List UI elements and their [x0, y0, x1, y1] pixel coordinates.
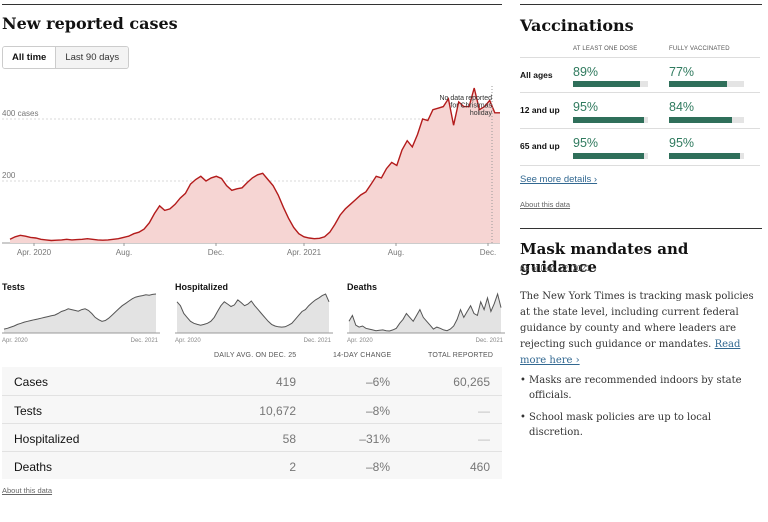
- x-tick-label: Dec.: [480, 248, 496, 257]
- mini-line: [348, 292, 502, 332]
- row-name: Tests: [14, 404, 43, 418]
- cases-line: [9, 87, 500, 242]
- see-more-details-link[interactable]: See more details ›: [520, 174, 598, 185]
- hospitalized-mini-chart: Apr. 2020 Dec. 2021: [175, 293, 333, 344]
- vacc-full-bar: [669, 153, 744, 159]
- vacc-one-dose-bar: [573, 153, 648, 159]
- top-rule-right: [520, 4, 762, 5]
- vacc-one-dose-value: 89%: [573, 65, 599, 79]
- header-total-reported: TOTAL REPORTED: [428, 352, 494, 359]
- header-fully-vaccinated: FULLY VACCINATED: [669, 46, 730, 52]
- row-total: 60,265: [453, 375, 490, 389]
- mask-date: As of Dec. 22, 2021: [520, 264, 591, 273]
- deaths-mini-title: Deaths: [347, 282, 378, 292]
- row-daily-avg: 2: [289, 460, 296, 474]
- tests-mini-title: Tests: [2, 282, 25, 292]
- mini-x-label-end: Dec. 2021: [476, 338, 504, 344]
- x-tick-label: Dec.: [208, 248, 224, 257]
- table-row: Tests 10,672 –8% —: [2, 395, 502, 423]
- mini-x-label-start: Apr. 2020: [2, 338, 28, 344]
- vacc-full-value: 77%: [669, 65, 695, 79]
- vacc-full-value: 95%: [669, 136, 695, 150]
- mini-x-label-end: Dec. 2021: [131, 338, 159, 344]
- row-total: —: [478, 432, 490, 446]
- read-more-link[interactable]: Read more here ›: [520, 339, 741, 366]
- mask-title: Mask mandates and guidance: [520, 240, 689, 276]
- top-rule-left: [2, 4, 502, 5]
- mini-area: [177, 294, 329, 333]
- hospitalized-mini-title: Hospitalized: [175, 282, 229, 292]
- divider: [520, 57, 760, 58]
- header-one-dose: AT LEAST ONE DOSE: [573, 46, 638, 52]
- row-name: Hospitalized: [14, 432, 80, 446]
- about-data-link-vaccinations[interactable]: About this data: [520, 200, 571, 209]
- vacc-one-dose-bar: [573, 117, 648, 123]
- row-total: —: [478, 404, 490, 418]
- vacc-full-bar: [669, 81, 744, 87]
- mini-area: [349, 294, 501, 333]
- divider: [520, 92, 760, 93]
- row-daily-avg: 10,672: [259, 404, 296, 418]
- mask-body: The New York Times is tracking mask poli…: [520, 289, 760, 369]
- cases-area: [10, 88, 500, 243]
- y-tick-label: 200: [2, 171, 16, 180]
- annotation-text: holiday: [470, 110, 493, 117]
- x-tick-label: Aug.: [388, 248, 404, 257]
- table-row: Cases 419 –6% 60,265: [2, 367, 502, 395]
- vacc-one-dose-bar: [573, 81, 648, 87]
- vaccinations-title: Vaccinations: [520, 16, 634, 35]
- stats-table: Cases 419 –6% 60,265 Tests 10,672 –8% — …: [2, 367, 502, 479]
- row-daily-avg: 419: [275, 375, 296, 389]
- list-item: School mask policies are up to local dis…: [520, 410, 764, 440]
- row-total: 460: [469, 460, 490, 474]
- y-tick-label: 400 cases: [2, 109, 38, 118]
- deaths-mini-chart: Apr. 2020 Dec. 2021: [347, 292, 505, 344]
- vacc-row-label: All ages: [520, 70, 553, 80]
- mini-x-label-end: Dec. 2021: [304, 338, 332, 344]
- vacc-one-dose-value: 95%: [573, 136, 599, 150]
- x-tick-label: Apr. 2020: [17, 248, 52, 257]
- header-14-day-change: 14-DAY CHANGE: [333, 352, 392, 359]
- tests-mini-chart: Apr. 2020 Dec. 2021: [2, 293, 160, 344]
- row-change: –8%: [365, 460, 390, 474]
- mini-line: [3, 293, 157, 330]
- time-range-toggle: All time Last 90 days: [2, 46, 130, 69]
- tab-all-time[interactable]: All time: [3, 47, 57, 68]
- vacc-row-label: 12 and up: [520, 105, 560, 115]
- mini-x-label-start: Apr. 2020: [347, 338, 373, 344]
- header-daily-avg: DAILY AVG. ON DEC. 25: [214, 352, 297, 359]
- mini-x-label-start: Apr. 2020: [175, 338, 201, 344]
- row-change: –31%: [359, 432, 390, 446]
- row-change: –6%: [365, 375, 390, 389]
- mini-area: [4, 294, 156, 333]
- table-row: Hospitalized 58 –31% —: [2, 423, 502, 451]
- row-name: Deaths: [14, 460, 53, 474]
- cases-title: New reported cases: [2, 14, 178, 33]
- row-daily-avg: 58: [282, 432, 296, 446]
- mask-top-rule: [520, 228, 762, 229]
- row-change: –8%: [365, 404, 390, 418]
- list-item: Masks are recommended indoors by state o…: [520, 373, 764, 403]
- vacc-full-bar: [669, 117, 744, 123]
- table-row: Deaths 2 –8% 460: [2, 451, 502, 479]
- vacc-one-dose-value: 95%: [573, 100, 599, 114]
- mask-body-text: The New York Times is tracking mask poli…: [520, 291, 754, 350]
- vacc-full-value: 84%: [669, 100, 695, 114]
- x-tick-label: Apr. 2021: [287, 248, 322, 257]
- tab-last-90-days[interactable]: Last 90 days: [56, 47, 129, 68]
- vacc-row-label: 65 and up: [520, 141, 560, 151]
- mask-bullets: Masks are recommended indoors by state o…: [520, 373, 764, 447]
- annotation-text: No data reported: [439, 95, 492, 102]
- divider: [520, 165, 760, 166]
- cases-chart: 200 400 cases Apr. 2020 Aug. Dec. Apr. 2021 Au…: [2, 86, 500, 257]
- divider: [520, 128, 760, 129]
- row-name: Cases: [14, 375, 49, 389]
- mini-line: [176, 293, 330, 328]
- about-data-link-cases[interactable]: About this data: [2, 486, 53, 495]
- annotation-text: for Christmas: [450, 103, 492, 110]
- x-tick-label: Aug.: [116, 248, 132, 257]
